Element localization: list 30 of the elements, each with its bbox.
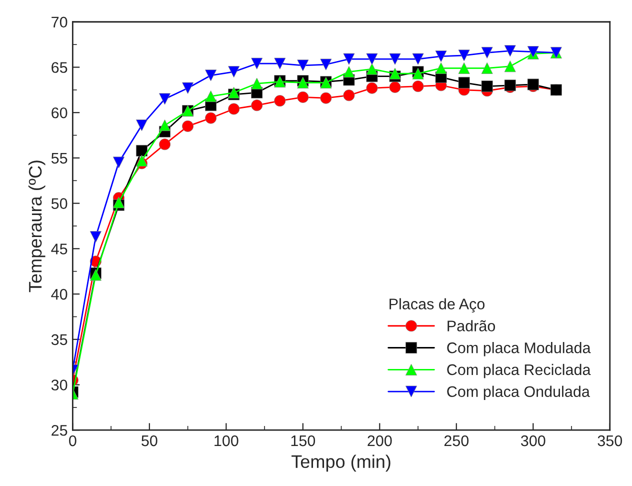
point [504, 60, 516, 72]
point [343, 66, 355, 78]
y-tick-label: 55 [51, 152, 68, 164]
legend-label: Com placa Reciclada [447, 364, 591, 378]
x-tick-label: 350 [598, 435, 622, 446]
y-tick-label: 25 [52, 424, 68, 436]
y-tick-label: 30 [51, 380, 68, 390]
x-tick-label: 200 [368, 435, 392, 446]
legend-label: Com placa Modulada [447, 342, 591, 356]
x-axis-title: Tempo (min) [292, 454, 390, 472]
x-tick-label: 300 [520, 435, 546, 446]
x-tick-label: 100 [214, 435, 238, 446]
y-tick-label: 40 [51, 288, 68, 300]
y-tick-label: 70 [52, 16, 68, 28]
point [205, 90, 217, 102]
point [251, 58, 263, 70]
legend-title: Placas de Aço [390, 298, 485, 313]
y-tick-label: 60 [52, 107, 68, 118]
legend-label: Padrão [448, 320, 496, 332]
y-axis-title: Temperaura (ºC) [28, 160, 46, 292]
legend-label: Com placa Ondulada [447, 386, 590, 400]
y-tick-label: 35 [51, 334, 68, 346]
y-tick-label: 65 [52, 62, 68, 73]
y-tick-label: 50 [51, 198, 68, 209]
x-tick-label: 150 [291, 435, 316, 446]
point [481, 80, 493, 92]
x-tick-label: 250 [444, 435, 469, 446]
x-tick-label: 50 [142, 435, 158, 446]
y-tick-label: 45 [51, 244, 68, 254]
x-tick-label: 0 [69, 435, 76, 446]
